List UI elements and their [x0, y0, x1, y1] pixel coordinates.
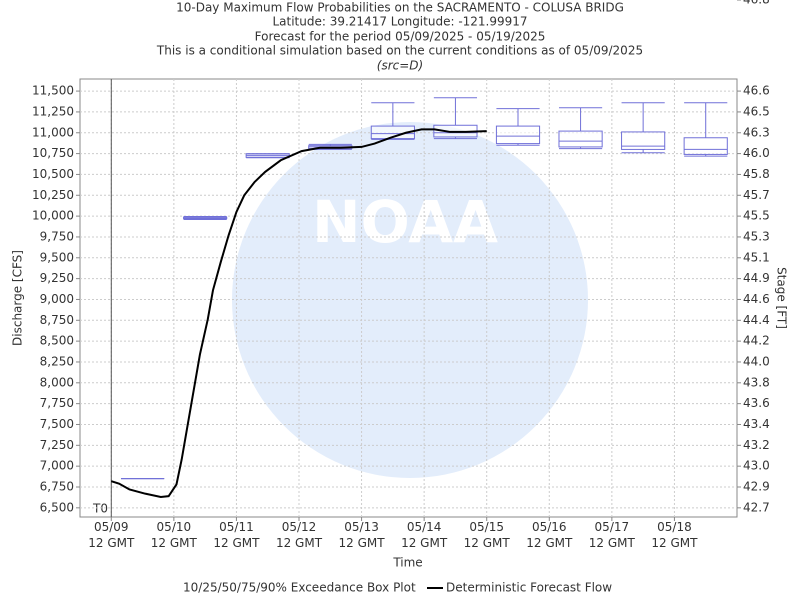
y2-axis-label: Stage [FT] [775, 267, 789, 329]
y-tick-label: 8,000 [40, 375, 74, 389]
y2-tick-label: 46.8 [743, 0, 770, 7]
y2-tick-label: 46.5 [743, 104, 770, 118]
annotation: T0 [92, 502, 108, 516]
y2-tick-label: 46.6 [743, 84, 770, 98]
y2-tick-label: 43.0 [743, 459, 770, 473]
y2-tick-label: 46.3 [743, 125, 770, 139]
x-tick-label: 05/15 12 GMT [463, 520, 510, 550]
y-tick-label: 10,500 [32, 167, 74, 181]
plot-area [79, 78, 738, 518]
x-tick-label: 05/17 12 GMT [588, 520, 635, 550]
y-tick-label: 8,250 [40, 354, 74, 368]
x-tick-label: 05/14 12 GMT [401, 520, 448, 550]
y2-tick-label: 44.0 [743, 354, 770, 368]
box [683, 137, 728, 155]
subtitle: This is a conditional simulation based o… [156, 44, 643, 58]
x-tick-label: 05/11 12 GMT [213, 520, 260, 550]
y2-tick-label: 42.9 [743, 479, 770, 493]
line [110, 128, 487, 499]
x-tick-label: 05/12 12 GMT [275, 520, 323, 550]
legend-label: Deterministic Forecast Flow [446, 581, 612, 595]
y-tick-label: 9,250 [40, 271, 74, 285]
watermark: NOAA [312, 188, 498, 256]
box [370, 125, 415, 140]
y2-tick-label: 45.7 [743, 188, 770, 202]
y2-tick-label: 45.5 [743, 209, 770, 223]
y-tick-label: 6,750 [40, 479, 74, 493]
y-tick-label: 11,500 [32, 84, 74, 98]
y2-tick-label: 44.9 [743, 271, 770, 285]
x-tick-label: 05/18 12 GMT [651, 520, 698, 550]
y2-tick-label: 43.4 [743, 417, 770, 431]
y-tick-label: 9,000 [40, 292, 74, 306]
subtitle: Forecast for the period 05/09/2025 - 05/… [255, 30, 546, 44]
y2-tick-label: 45.8 [743, 167, 770, 181]
watermark-seal [232, 122, 588, 478]
x-tick-label: 05/10 12 GMT [150, 520, 197, 550]
y-tick-label: 9,750 [40, 229, 74, 243]
subtitle: Latitude: 39.21417 Longitude: -121.99917 [272, 15, 527, 29]
y-tick-label: 9,500 [40, 250, 74, 264]
y-tick-label: 7,000 [40, 459, 74, 473]
y2-tick-label: 43.6 [743, 396, 770, 410]
chart-title: 10-Day Maximum Flow Probabilities on the… [176, 1, 624, 15]
y2-tick-label: 44.2 [743, 334, 770, 348]
subtitle: (src=D) [377, 59, 423, 73]
legend-label: 10/25/50/75/90% Exceedance Box Plot [183, 581, 416, 595]
y-tick-label: 6,500 [40, 500, 74, 514]
y-tick-label: 7,750 [40, 396, 74, 410]
y2-tick-label: 45.1 [743, 250, 770, 264]
y-tick-label: 10,250 [32, 188, 74, 202]
x-tick-label: 05/13 12 GMT [338, 520, 385, 550]
y2-tick-label: 46.0 [743, 146, 770, 160]
box [621, 131, 666, 150]
y-axis-label: Discharge [CFS] [11, 250, 25, 346]
box [495, 125, 541, 145]
x-axis-label: Time [392, 556, 422, 570]
y2-tick-label: 45.3 [743, 229, 770, 243]
y-tick-label: 11,000 [32, 125, 74, 139]
y2-tick-label: 44.4 [743, 313, 770, 327]
y2-tick-label: 43.2 [743, 438, 770, 452]
y2-tick-label: 42.7 [743, 500, 770, 514]
y-tick-label: 7,250 [40, 438, 74, 452]
y2-tick-label: 44.6 [743, 292, 770, 306]
x-tick-label: 05/09 12 GMT [88, 520, 135, 550]
y-tick-label: 10,750 [32, 146, 74, 160]
box [558, 130, 603, 148]
y-tick-label: 8,750 [40, 313, 74, 327]
y-tick-label: 7,500 [40, 417, 74, 431]
y2-tick-label: 43.8 [743, 375, 770, 389]
x-tick-label: 05/16 12 GMT [526, 520, 573, 550]
y-tick-label: 8,500 [40, 334, 74, 348]
y-tick-label: 10,000 [32, 209, 74, 223]
y-tick-label: 11,250 [32, 104, 74, 118]
